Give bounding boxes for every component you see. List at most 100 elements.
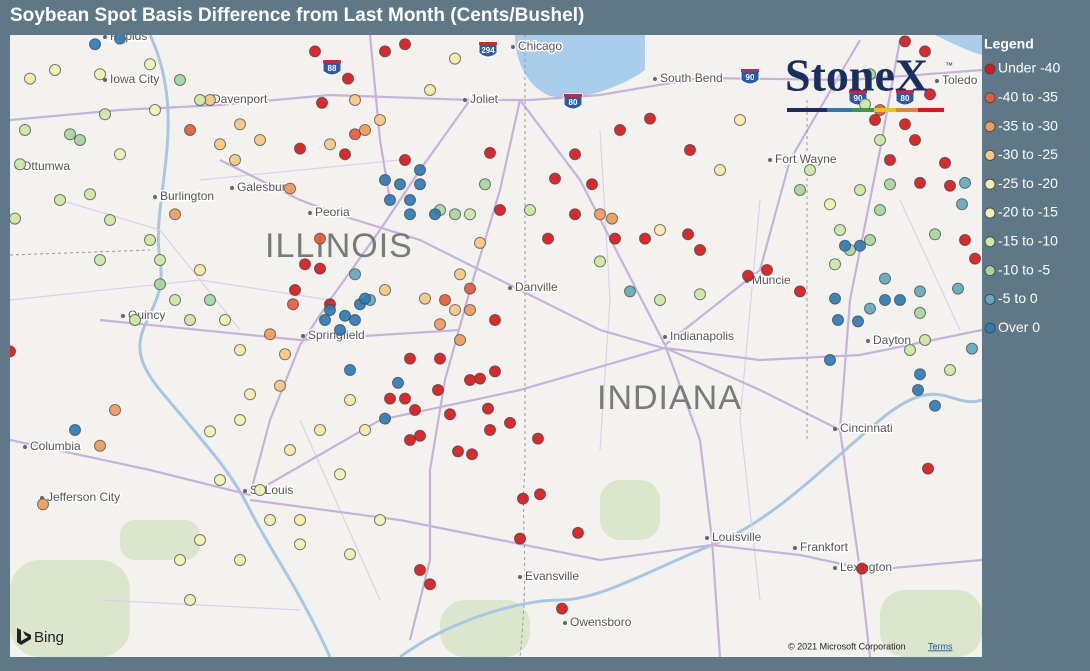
station-point (434, 318, 446, 331)
station-point (154, 254, 166, 266)
station-point (74, 134, 86, 146)
station-point (856, 562, 868, 575)
station-point (556, 602, 568, 615)
city-dot (935, 79, 939, 83)
station-point (316, 96, 328, 109)
station-point (572, 526, 584, 539)
city-dot (833, 566, 837, 570)
station-point (14, 158, 26, 171)
city-dot (518, 575, 522, 579)
shield-top (896, 90, 914, 93)
station-point (517, 492, 529, 505)
station-point (324, 138, 336, 151)
legend-swatch (984, 207, 996, 219)
station-point (169, 294, 181, 306)
station-point (884, 178, 896, 191)
station-point (294, 538, 306, 551)
station-point (342, 72, 354, 85)
city-label: Louisville (712, 530, 762, 544)
station-point (874, 134, 886, 146)
station-point (219, 314, 231, 326)
city-label: Chicago (518, 39, 562, 53)
station-point (929, 399, 941, 412)
station-point (149, 104, 161, 116)
city-dot (705, 536, 709, 540)
station-point (19, 124, 31, 136)
station-point (586, 178, 598, 191)
station-point (424, 84, 436, 96)
station-point (289, 284, 301, 296)
station-point (314, 262, 326, 275)
station-point (374, 114, 386, 126)
lake-erie (935, 35, 982, 55)
station-point (94, 68, 106, 81)
station-point (694, 288, 706, 301)
station-point (569, 148, 581, 161)
station-point (349, 128, 361, 141)
station-point (449, 52, 461, 65)
station-point (912, 384, 924, 396)
station-point (484, 424, 496, 436)
station-point (449, 208, 461, 221)
station-point (482, 402, 494, 415)
station-point (494, 204, 506, 216)
station-point (639, 232, 651, 245)
shield-top (323, 60, 341, 63)
station-point (144, 58, 156, 71)
bing-logo: Bing (17, 628, 64, 646)
station-point (244, 388, 256, 401)
station-point (959, 234, 971, 246)
legend-label: -20 to -15 (998, 204, 1058, 220)
station-point (532, 432, 544, 445)
station-point (184, 314, 196, 326)
city-label: Owensboro (570, 615, 632, 629)
station-point (474, 236, 486, 249)
map: Chicago Joliet South Bend Davenport Iowa Cit… (10, 35, 982, 657)
legend-label: -10 to -5 (998, 261, 1050, 277)
station-point (594, 208, 606, 221)
station-point (569, 208, 581, 221)
station-point (64, 128, 76, 141)
city-dot (463, 98, 467, 102)
city-label: Galesburg (237, 180, 292, 194)
city-label: Joliet (470, 92, 499, 106)
station-point (432, 384, 444, 396)
station-point (966, 342, 978, 355)
station-point (514, 532, 526, 545)
city-dot (103, 78, 107, 82)
station-point (10, 212, 21, 225)
shield (322, 59, 342, 76)
station-point (234, 344, 246, 356)
station-point (829, 258, 841, 271)
station-point (399, 154, 411, 166)
station-point (924, 88, 936, 101)
logo: StoneX ™ (785, 50, 953, 112)
city-label: Ottumwa (22, 159, 70, 173)
station-point (334, 468, 346, 481)
station-point (204, 294, 216, 306)
title: Soybean Spot Basis Difference from Last … (10, 5, 584, 26)
shield (895, 89, 915, 106)
station-point (909, 134, 921, 146)
station-point (929, 228, 941, 241)
shield (478, 41, 498, 58)
station-point (464, 208, 476, 221)
station-point (894, 294, 906, 306)
legend: Under -40 -40 to -35 -35 to -30 -30 to -25 -… (984, 60, 1060, 335)
station-point (944, 364, 956, 376)
station-point (294, 514, 306, 526)
station-point (334, 324, 346, 336)
station-point (344, 364, 356, 376)
legend-swatch (984, 92, 996, 104)
shield-top (741, 69, 759, 72)
city-label: Evansville (525, 569, 579, 583)
copyright: © 2021 Microsoft Corporation (788, 641, 906, 651)
station-point (349, 94, 361, 106)
city-dot (508, 286, 512, 290)
shield-number: 88 (328, 64, 337, 73)
terms-link[interactable]: Terms (928, 641, 953, 651)
station-point (37, 498, 49, 511)
city-dot (793, 546, 797, 550)
city-dot (768, 158, 772, 162)
